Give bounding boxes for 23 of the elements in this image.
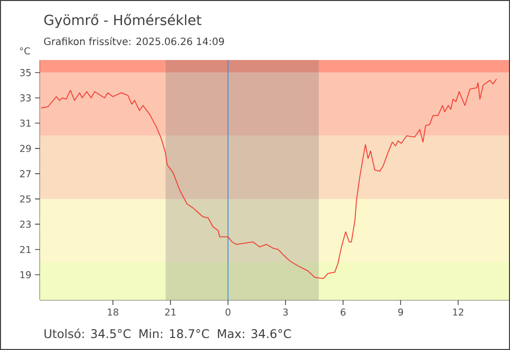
y-tick-label: 27 [20, 170, 31, 178]
y-tick-label: 29 [20, 144, 31, 152]
y-tick-label: 21 [20, 246, 31, 253]
y-tick-label: 33 [20, 94, 31, 102]
x-tick-label: 3 [283, 308, 288, 316]
y-tick-label: 23 [20, 220, 31, 228]
y-axis-title: °C [20, 47, 30, 54]
x-tick-label: 9 [398, 308, 403, 316]
chart-subtitle: Grafikon frissítve: 2025.06.26 14:09 [44, 37, 224, 46]
y-tick-label: 25 [20, 195, 31, 203]
x-tick-label: 6 [340, 308, 346, 316]
x-tick-label: 0 [226, 308, 230, 316]
line-series [40, 78, 497, 279]
y-tick-label: 19 [20, 271, 31, 278]
y-tick-label: 31 [20, 120, 31, 127]
text: Utolsó: 34.5°C [44, 328, 131, 338]
text: Min: 18.7°C [140, 328, 209, 338]
x-tick-label: 12 [453, 308, 464, 316]
x-tick-label: 21 [165, 308, 176, 316]
text: Max: 34.6°C [218, 329, 291, 338]
chart-title: Gyömrő - Hőmérséklet [44, 14, 202, 28]
x-tick-label: 18 [108, 308, 118, 316]
y-tick-label: 35 [20, 69, 31, 76]
